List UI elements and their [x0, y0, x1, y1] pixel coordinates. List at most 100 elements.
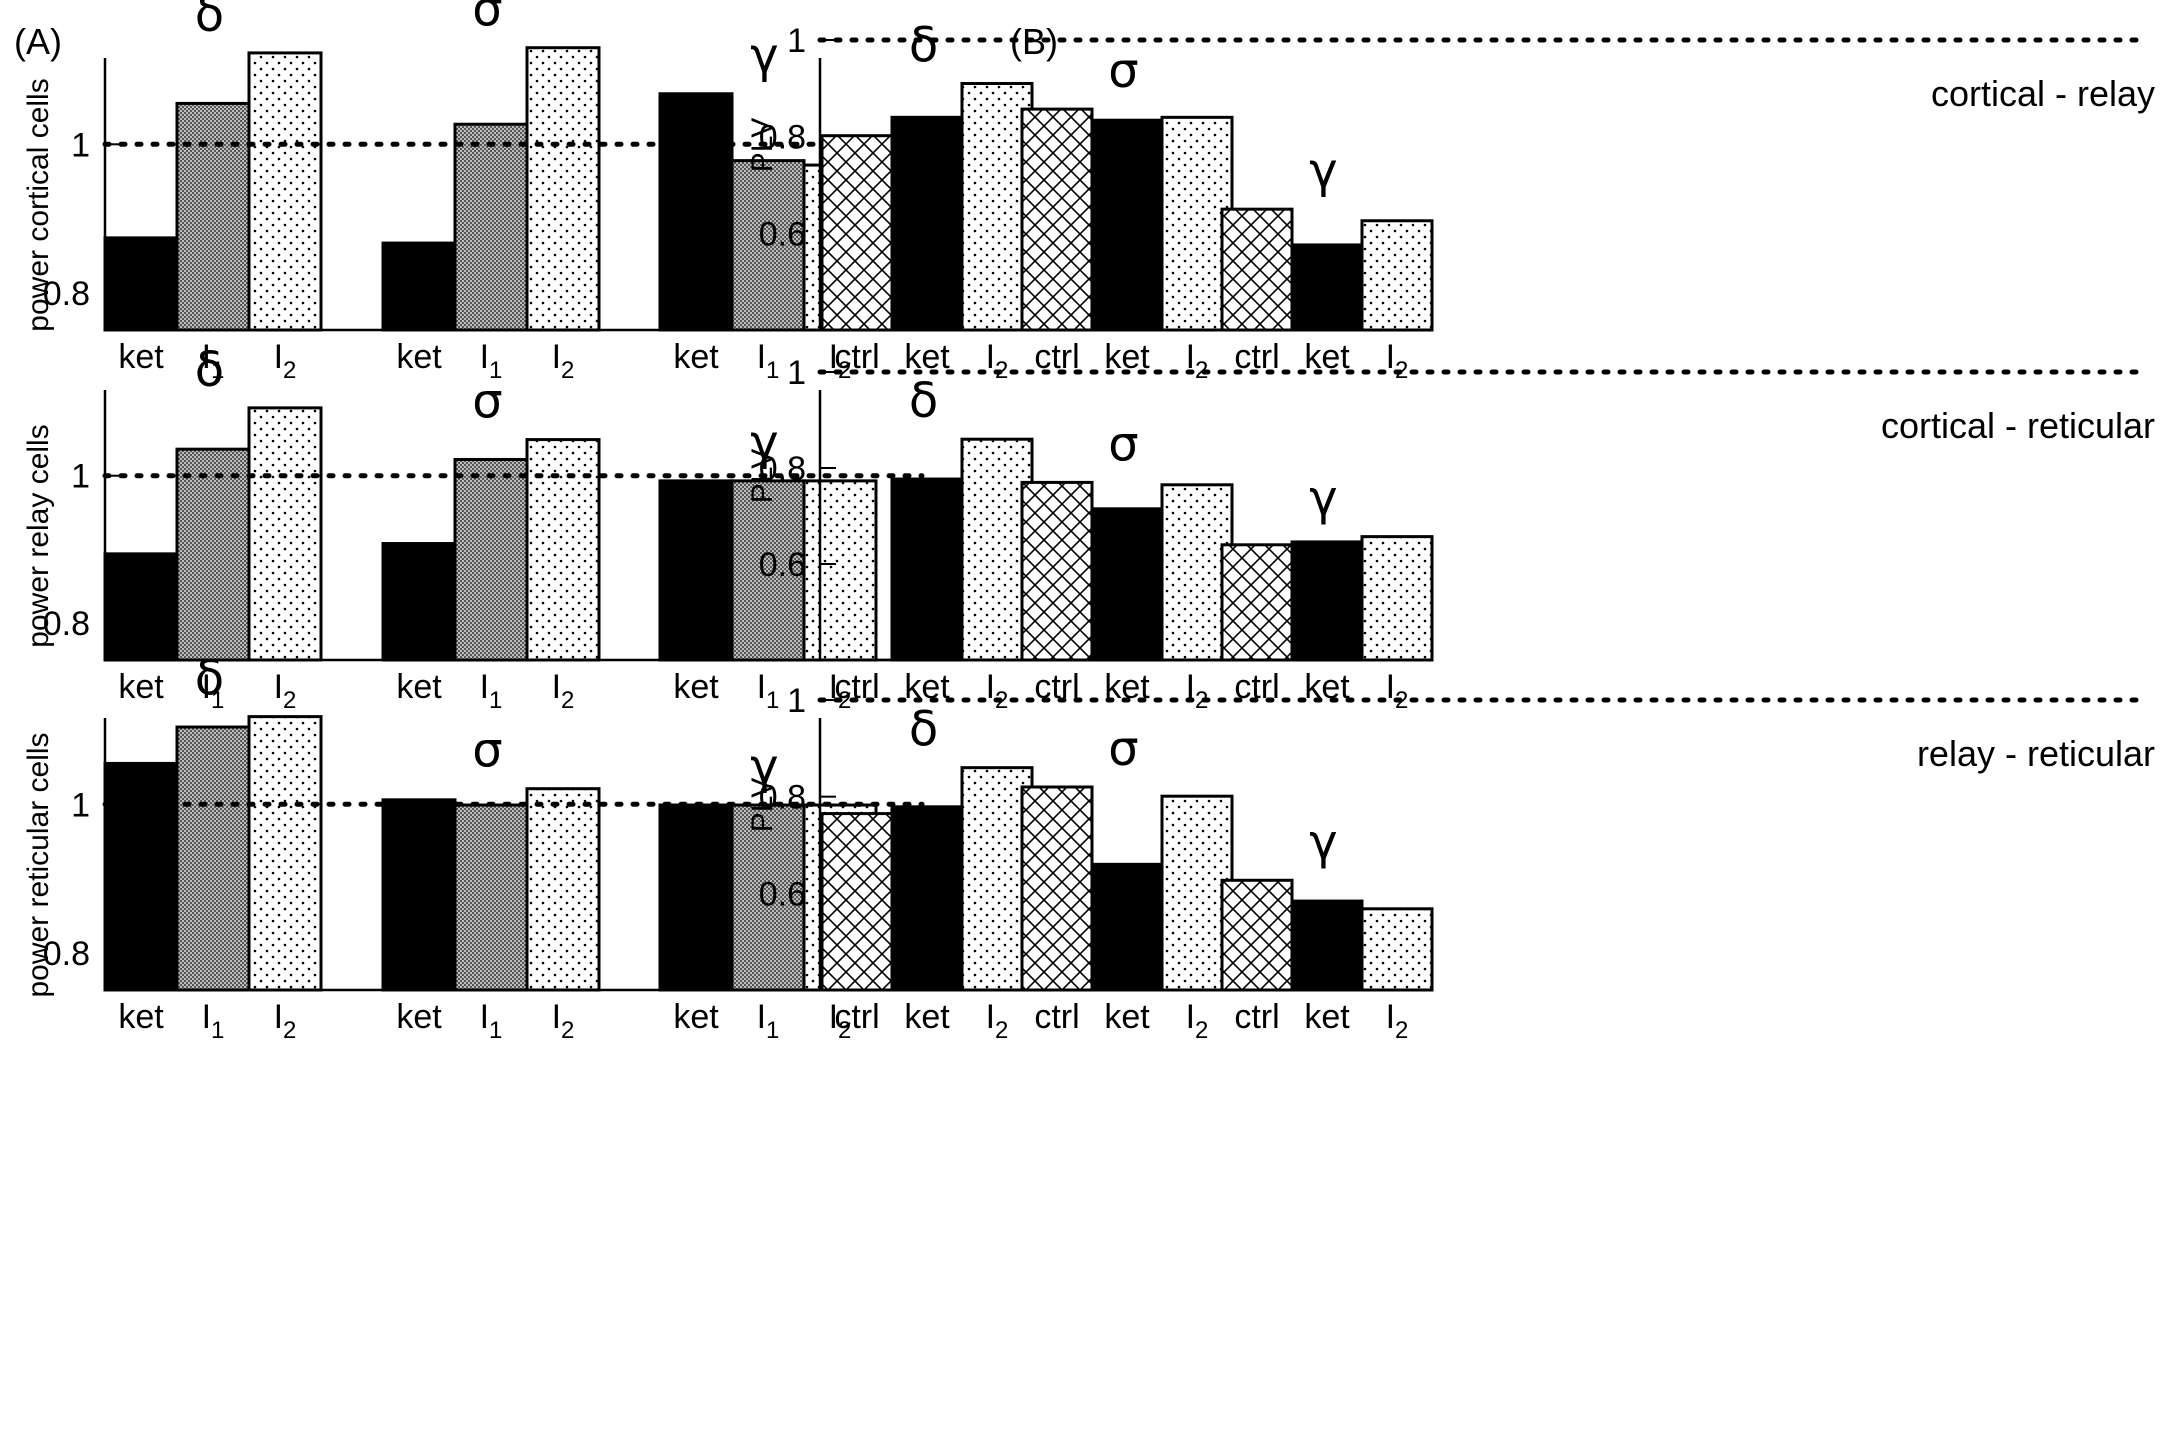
bar-l1 — [175, 101, 251, 332]
bar-l1 — [175, 725, 251, 992]
bar-ket — [890, 115, 964, 332]
bar-ket — [1090, 118, 1164, 332]
bar-l1 — [730, 479, 806, 662]
x-tick-label-ket: ket — [118, 338, 164, 376]
y-tick-label: 1 — [71, 786, 90, 824]
bar-l1 — [453, 803, 529, 992]
y-tick-label: 0.6 — [759, 215, 806, 253]
x-tick-label-l2: I2 — [552, 998, 575, 1044]
y-tick-label: 1 — [787, 22, 806, 60]
y-axis-label: PLV — [746, 449, 779, 503]
group-label: σ — [1108, 43, 1138, 99]
group-label: σ — [472, 723, 502, 779]
bar-ket — [1290, 899, 1364, 992]
y-tick-label: 0.8 — [759, 779, 806, 817]
y-tick-label: 1 — [71, 126, 90, 164]
bar-ket — [1090, 507, 1164, 662]
bar-ctrl — [1220, 207, 1294, 332]
x-tick-label-ctrl: ctrl — [834, 998, 879, 1036]
x-tick-label-l2: I2 — [1186, 668, 1209, 714]
y-tick-label: 0.8 — [759, 450, 806, 488]
bar-ket — [381, 542, 457, 662]
y-tick-label: 1 — [71, 458, 90, 496]
x-tick-label-l2: I2 — [274, 998, 297, 1044]
x-tick-label-l2: I2 — [986, 668, 1009, 714]
x-tick-label-ctrl: ctrl — [1234, 998, 1279, 1036]
y-axis-label: power cortical cells — [22, 78, 55, 331]
bar-l2 — [525, 46, 601, 332]
x-tick-label-ket: ket — [1304, 998, 1350, 1036]
x-tick-label-l1: I1 — [480, 668, 503, 714]
x-tick-label-l1: I1 — [757, 998, 780, 1044]
x-tick-label-ctrl: ctrl — [1034, 338, 1079, 376]
bar-ctrl — [1220, 543, 1294, 662]
x-tick-label-l2: I2 — [1186, 338, 1209, 384]
x-tick-label-ket: ket — [1104, 998, 1150, 1036]
group-label: δ — [195, 342, 224, 398]
x-tick-label-l2: I2 — [1386, 338, 1409, 384]
x-tick-label-l1: I1 — [480, 998, 503, 1044]
x-tick-label-ket: ket — [904, 668, 950, 706]
y-tick-label: 0.8 — [759, 119, 806, 157]
bar-l2 — [1160, 794, 1234, 992]
bar-ket — [658, 92, 734, 332]
group-label: γ — [1309, 143, 1337, 199]
group-label: δ — [909, 373, 938, 429]
bar-ctrl — [1020, 480, 1094, 662]
bar-l2 — [1360, 535, 1434, 662]
x-tick-label-l2: I2 — [552, 668, 575, 714]
bar-l2 — [1160, 115, 1234, 332]
group-label: γ — [750, 739, 778, 795]
bar-ctrl — [820, 812, 894, 992]
y-tick-label: 0.6 — [759, 546, 806, 584]
group-label: δ — [909, 702, 938, 758]
bar-l2 — [247, 406, 323, 662]
bar-l2 — [1360, 219, 1434, 332]
x-tick-label-l2: I2 — [986, 338, 1009, 384]
group-label: γ — [750, 415, 778, 471]
bar-ctrl — [1020, 107, 1094, 332]
y-tick-label: 0.6 — [759, 875, 806, 913]
bar-ket — [890, 805, 964, 992]
group-label: σ — [1108, 721, 1138, 777]
y-axis-label: PLV — [746, 778, 779, 832]
x-tick-label-ket: ket — [673, 668, 719, 706]
bar-ctrl — [820, 134, 894, 332]
y-tick-label: 0.8 — [43, 935, 90, 973]
x-tick-label-l2: I2 — [986, 998, 1009, 1044]
y-tick-label: 0.8 — [43, 275, 90, 313]
x-tick-label-l2: I2 — [1386, 998, 1409, 1044]
pair-title: cortical - relay — [1931, 73, 2155, 114]
group-label: σ — [472, 374, 502, 430]
y-axis-label: PLV — [746, 118, 779, 172]
bar-l2 — [247, 715, 323, 992]
x-tick-label-ctrl: ctrl — [1034, 668, 1079, 706]
y-axis-label: power relay cells — [22, 424, 55, 647]
bar-l2 — [960, 437, 1034, 662]
x-tick-label-ket: ket — [673, 998, 719, 1036]
bar-l2 — [525, 787, 601, 992]
group-label: δ — [195, 651, 224, 707]
x-tick-label-ket: ket — [1304, 338, 1350, 376]
group-label: γ — [1309, 471, 1337, 527]
bar-ket — [381, 241, 457, 332]
pair-title: relay - reticular — [1917, 733, 2155, 774]
group-label: σ — [1108, 416, 1138, 472]
bar-l1 — [453, 122, 529, 332]
bar-ket — [103, 236, 179, 332]
x-tick-label-l2: I2 — [552, 338, 575, 384]
x-tick-label-l2: I2 — [1186, 998, 1209, 1044]
group-label: γ — [1309, 814, 1337, 870]
group-label: δ — [195, 0, 224, 43]
panel-label-a: (A) — [14, 21, 62, 62]
bar-ctrl — [1020, 785, 1094, 992]
bar-ket — [658, 479, 734, 662]
x-tick-label-ctrl: ctrl — [1034, 998, 1079, 1036]
y-axis-label: power reticular cells — [22, 732, 55, 997]
x-tick-label-ket: ket — [396, 338, 442, 376]
pair-title: cortical - reticular — [1881, 405, 2155, 446]
chart-a-row-3: 0.8 1 power reticular cells ket I1 I2 δ ket I1 I2… — [22, 651, 925, 1044]
